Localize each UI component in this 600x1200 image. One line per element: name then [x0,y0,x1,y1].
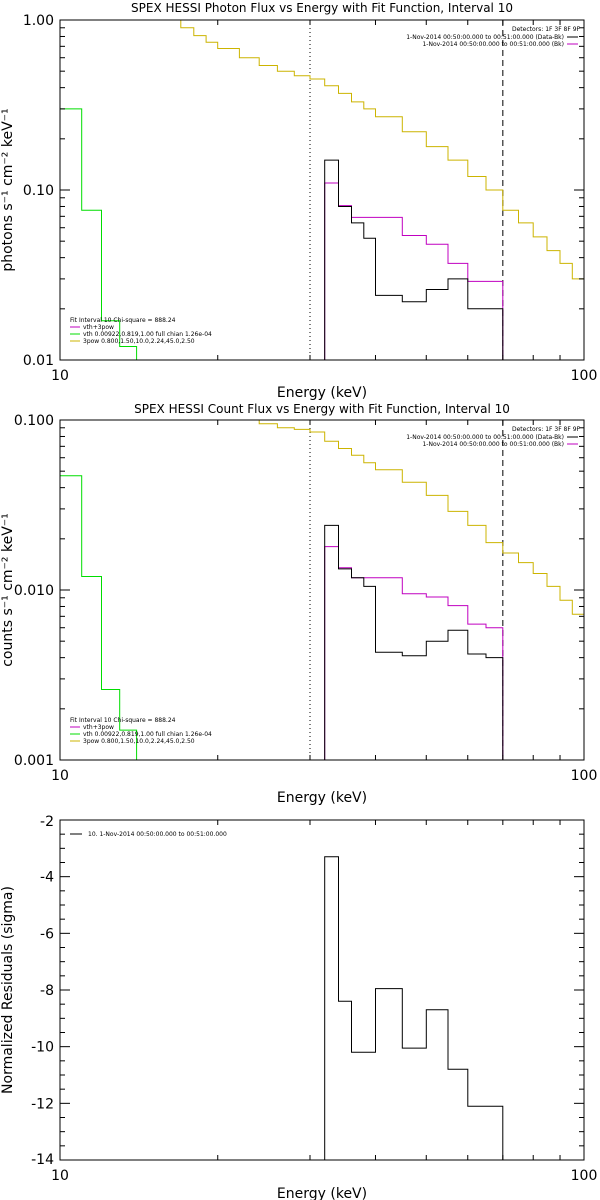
plot-area [60,420,584,760]
x-axis-label: Energy (keV) [277,385,367,401]
series-10-1-nov-2014-00-50- [324,856,504,1160]
x-axis: 10 100 [51,820,597,1184]
y-axis-label: photons s⁻¹ cm⁻² keV⁻¹ [0,108,16,271]
plot-frame [59,419,585,761]
y-tick-label: -6 [40,926,54,942]
detector-label: Detectors: 1F 3F 8F 9F [512,26,581,33]
plot-area [60,20,584,360]
plot-frame [59,19,585,361]
x-tick-label: 10 [51,768,69,784]
y-tick-label: -4 [40,870,54,886]
plot-area [324,856,504,1160]
count-flux-panel: SPEX HESSI Count Flux vs Energy with Fit… [0,402,597,806]
y-tick-label: -2 [40,814,54,830]
residual-legend: 10. 1-Nov-2014 00:50:00.000 to 00:51:00.… [70,831,227,838]
x-tick-label: 100 [571,768,598,784]
legend-entry-text: 1-Nov-2014 00:50:00.000 to 00:51:00.000 … [422,41,564,48]
y-tick-label: 0.010 [14,583,54,599]
chart-title: SPEX HESSI Count Flux vs Energy with Fit… [134,402,510,416]
y-tick-label: -10 [31,1040,54,1056]
x-tick-label: 10 [51,1168,69,1184]
y-tick-label: 0.001 [14,753,54,769]
plot-frame [59,819,585,1161]
detector-legend: Detectors: 1F 3F 8F 9F1-Nov-2014 00:50:0… [406,26,580,48]
fit-entry-text: vth 0.00922,0.819,1.00 full chian 1.26e-… [83,331,212,338]
legend-entry-text: 1-Nov-2014 00:50:00.000 to 00:51:00.000 … [406,434,564,441]
fit-legend: Fit Interval 10 Chi-square = 888.24vth+3… [70,317,212,345]
fit-entry-text: vth+3pow [83,324,114,331]
series-bk [166,20,584,360]
series-vth [60,475,138,760]
series-data-bk [324,159,504,360]
series-data-bk [324,524,504,760]
legend-entry-text: 1-Nov-2014 00:50:00.000 to 00:51:00.000 … [422,441,564,448]
photon-flux-panel: SPEX HESSI Photon Flux vs Energy with Fi… [0,1,597,401]
chart-title: SPEX HESSI Photon Flux vs Energy with Fi… [131,1,513,15]
y-tick-label: 1.00 [23,13,54,29]
legend-entry-text: 10. 1-Nov-2014 00:50:00.000 to 00:51:00.… [88,831,227,838]
y-axis-label: Normalized Residuals (sigma) [0,886,16,1094]
detector-legend: Detectors: 1F 3F 8F 9F1-Nov-2014 00:50:0… [406,426,580,448]
y-tick-label: -14 [31,1152,54,1168]
series-bk [217,420,584,760]
fit-header: Fit Interval 10 Chi-square = 888.24 [70,317,176,324]
x-axis: 10 100 [51,420,597,784]
y-tick-label: 0.100 [14,413,54,429]
y-tick-label: 0.10 [23,183,54,199]
y-axis: -14 -12 -10 -8 -6 -4 -2 [31,814,584,1168]
fit-entry-text: vth 0.00922,0.819,1.00 full chian 1.26e-… [83,731,212,738]
y-axis: 0.01 0.10 1.00 [23,13,584,369]
x-tick-label: 10 [51,368,69,384]
detector-label: Detectors: 1F 3F 8F 9F [512,426,581,433]
fit-entry-text: vth+3pow [83,724,114,731]
x-tick-label: 100 [571,368,598,384]
y-axis-label: counts s⁻¹ cm⁻² keV⁻¹ [0,513,16,667]
y-tick-label: -12 [31,1096,54,1112]
fit-header: Fit Interval 10 Chi-square = 888.24 [70,717,176,724]
y-tick-label: -8 [40,983,54,999]
fit-entry-text: 3pow 0.800,1.50,10.0,2.24,45.0,2.50 [83,738,195,745]
residuals-panel: Energy (keV) Normalized Residuals (sigma… [0,814,597,1200]
series-vth [60,108,138,360]
fit-legend: Fit Interval 10 Chi-square = 888.24vth+3… [70,717,212,745]
x-axis: 10 100 [51,20,597,384]
x-axis-label: Energy (keV) [277,1186,367,1200]
fit-entry-text: 3pow 0.800,1.50,10.0,2.24,45.0,2.50 [83,338,195,345]
x-tick-label: 100 [571,1168,598,1184]
y-tick-label: 0.01 [23,353,54,369]
y-axis: 0.001 0.010 0.100 [14,413,584,769]
x-axis-label: Energy (keV) [277,790,367,806]
legend-entry-text: 1-Nov-2014 00:50:00.000 to 00:51:00.000 … [406,34,564,41]
